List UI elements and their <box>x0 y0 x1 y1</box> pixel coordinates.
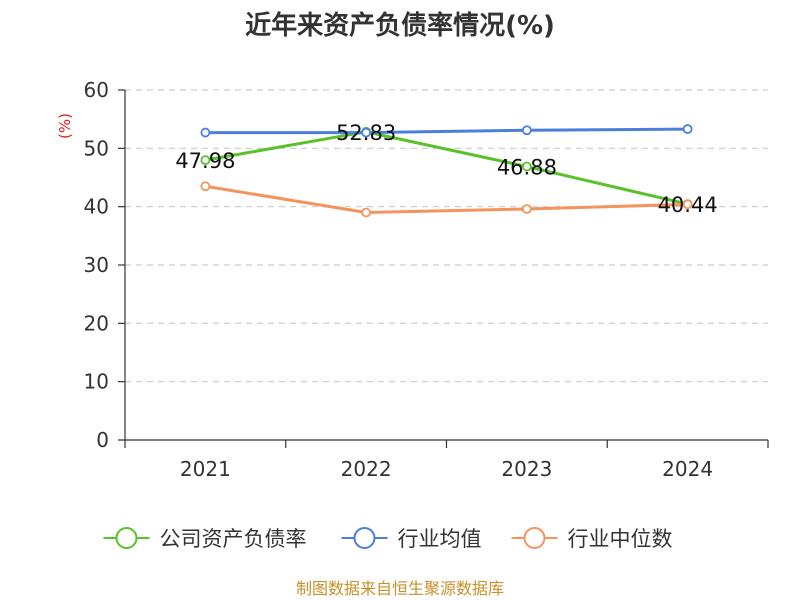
legend-label: 行业中位数 <box>568 527 673 551</box>
data-label: 40.44 <box>658 193 718 217</box>
x-tick-label: 2024 <box>662 457 713 481</box>
data-label: 47.98 <box>175 149 235 173</box>
data-point <box>361 207 372 218</box>
x-tick-label: 2023 <box>501 457 552 481</box>
legend-item: 公司资产负债率 <box>103 527 307 551</box>
data-point <box>682 124 693 134</box>
source-note: 制图数据来自恒生聚源数据库 <box>296 579 504 598</box>
data-label: 52.83 <box>336 121 396 145</box>
data-point <box>682 199 693 210</box>
x-tick-label: 2022 <box>341 457 392 481</box>
y-axis-unit-label: (%) <box>56 113 74 139</box>
data-point <box>200 127 211 138</box>
data-point <box>521 204 532 214</box>
axes: 0 10 20 30 40 50 60 2021 2022 2023 2024 <box>84 78 769 481</box>
y-tick-label: 30 <box>84 253 109 277</box>
legend-item: 行业均值 <box>341 527 482 551</box>
legend-marker-icon <box>523 527 546 549</box>
data-labels: 47.98 52.83 46.88 40.44 <box>175 121 717 217</box>
x-tick-label: 2021 <box>180 457 231 481</box>
y-tick-label: 10 <box>84 370 109 394</box>
chart-title: 近年来资产负债率情况(%) <box>245 10 555 41</box>
y-tick-label: 50 <box>84 136 109 160</box>
series-lines <box>200 124 693 218</box>
data-point <box>361 127 372 138</box>
y-tick-label: 60 <box>84 78 109 102</box>
y-tick-label: 0 <box>96 428 109 452</box>
data-point <box>200 155 211 166</box>
series-line <box>205 184 688 214</box>
data-label: 46.88 <box>497 156 557 180</box>
legend: 公司资产负债率 行业均值 行业中位数 <box>103 527 673 551</box>
legend-label: 行业均值 <box>398 527 482 551</box>
legend-item: 行业中位数 <box>511 527 673 551</box>
legend-marker-icon <box>115 527 138 549</box>
series-line <box>205 130 688 206</box>
data-point <box>521 161 532 172</box>
legend-marker-icon <box>353 527 376 549</box>
data-point <box>521 125 532 136</box>
data-point <box>200 181 211 192</box>
series-line <box>205 127 688 135</box>
y-tick-label: 40 <box>84 195 109 219</box>
legend-label: 公司资产负债率 <box>160 527 307 551</box>
y-tick-label: 20 <box>84 311 109 335</box>
